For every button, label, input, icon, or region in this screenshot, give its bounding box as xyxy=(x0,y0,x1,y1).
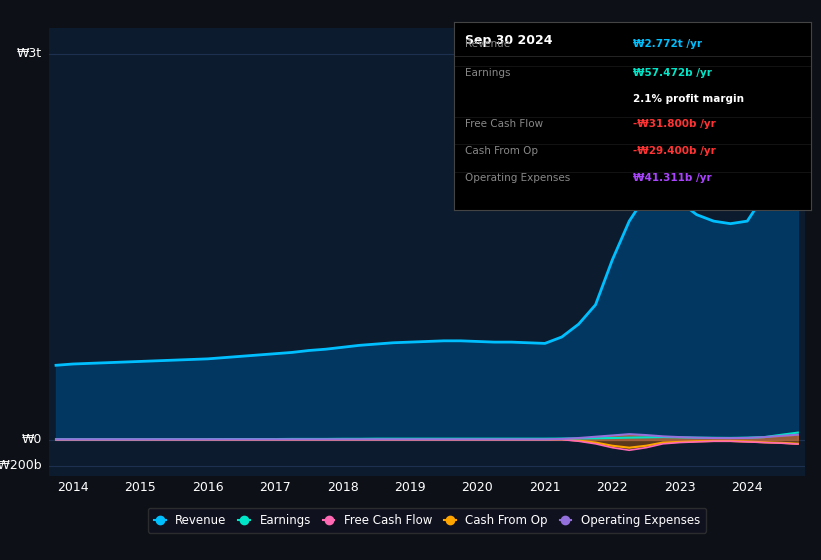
Text: ₩2.772t /yr: ₩2.772t /yr xyxy=(633,39,702,49)
Text: Revenue: Revenue xyxy=(465,39,510,49)
Text: Earnings: Earnings xyxy=(465,68,510,78)
Text: Operating Expenses: Operating Expenses xyxy=(465,174,570,184)
Text: Cash From Op: Cash From Op xyxy=(465,146,538,156)
Text: ₩57.472b /yr: ₩57.472b /yr xyxy=(633,68,712,78)
Text: -₩31.800b /yr: -₩31.800b /yr xyxy=(633,119,715,129)
Text: -₩29.400b /yr: -₩29.400b /yr xyxy=(633,146,715,156)
Text: ₩41.311b /yr: ₩41.311b /yr xyxy=(633,174,711,184)
Text: ₩0: ₩0 xyxy=(21,433,42,446)
Legend: Revenue, Earnings, Free Cash Flow, Cash From Op, Operating Expenses: Revenue, Earnings, Free Cash Flow, Cash … xyxy=(148,508,706,533)
Text: ₩3t: ₩3t xyxy=(16,47,42,60)
Text: Free Cash Flow: Free Cash Flow xyxy=(465,119,543,129)
Text: Sep 30 2024: Sep 30 2024 xyxy=(465,34,553,46)
Text: -₩200b: -₩200b xyxy=(0,459,42,472)
Text: 2.1% profit margin: 2.1% profit margin xyxy=(633,94,744,104)
